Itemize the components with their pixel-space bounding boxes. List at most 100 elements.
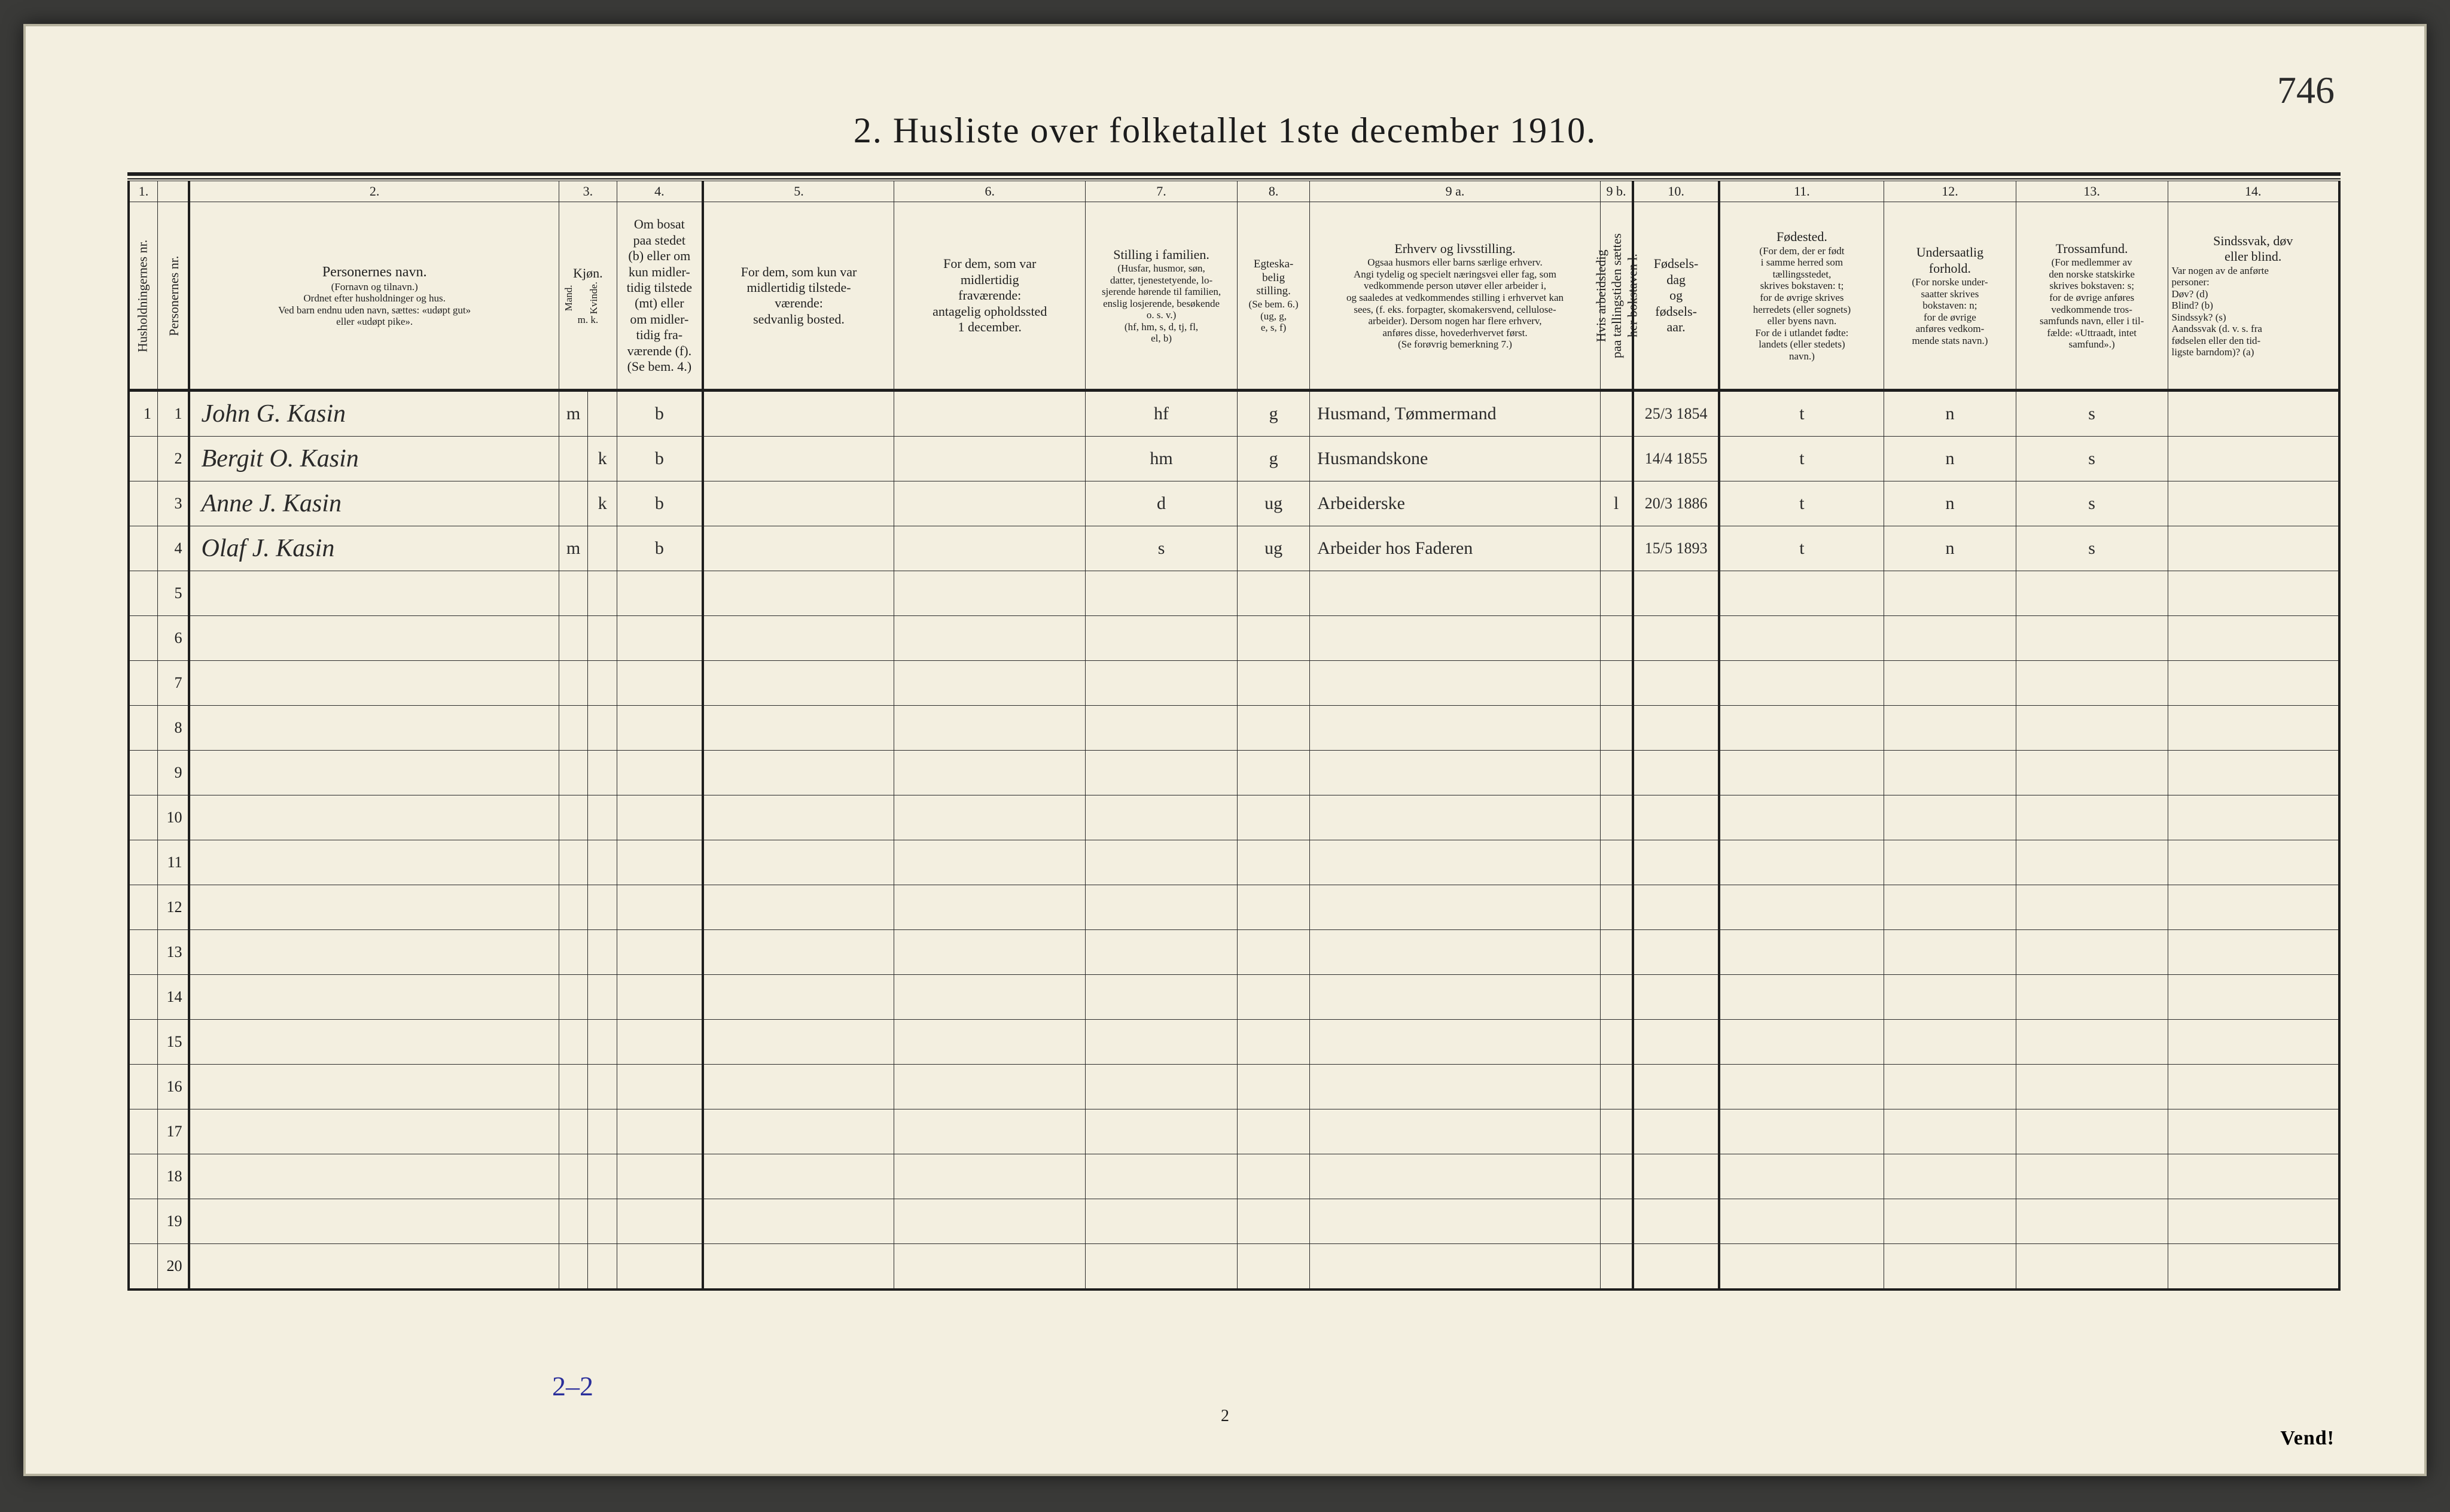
cell: n [1884,437,2016,481]
cell [1086,1109,1238,1154]
cell [894,391,1086,437]
cell [1600,706,1633,751]
cell: m [559,391,588,437]
cell [2168,1109,2339,1154]
cell [617,1154,702,1199]
colnum: 9 b. [1600,181,1633,202]
hdr-erhverv: Erhverv og livsstilling. Ogsaa husmors e… [1310,202,1600,389]
cell [1600,526,1633,571]
cell [2016,751,2168,795]
cell: 20 [158,1244,190,1290]
cell [1633,885,1718,930]
cell [1237,840,1309,885]
cell [1884,930,2016,975]
cell [703,840,894,885]
vend-label: Vend! [2280,1427,2335,1450]
cell [1719,1244,1884,1290]
cell [559,1109,588,1154]
colnum: 12. [1884,181,2016,202]
cell [703,885,894,930]
hdr-husholdning: Husholdningernes nr. [129,202,158,389]
cell [1633,1199,1718,1244]
cell [588,751,617,795]
cell [189,616,559,661]
cell: 2 [158,437,190,481]
cell [703,795,894,840]
cell [1310,661,1600,706]
colnum: 1. [129,181,158,202]
cell: b [617,437,702,481]
cell: n [1884,481,2016,526]
cell [617,661,702,706]
cell [1237,751,1309,795]
cell [703,706,894,751]
cell [1884,616,2016,661]
hdr-kjon-title: Kjøn. [563,266,613,281]
cell [1633,1244,1718,1290]
cell [1633,795,1718,840]
cell: 8 [158,706,190,751]
cell [1633,975,1718,1020]
cell [2168,930,2339,975]
hdr-egt-sub: (Se bem. 6.) (ug, g, e, s, f) [1241,298,1306,334]
cell: s [2016,437,2168,481]
hdr-fodested-sub: (For dem, der er født i samme herred som… [1724,245,1880,362]
cell [1237,1065,1309,1109]
cell [1600,616,1633,661]
cell [1719,1065,1884,1109]
cell [1600,1154,1633,1199]
hdr-bosat: Om bosat paa stedet (b) eller om kun mid… [617,202,702,389]
table-row: 7 [129,661,2339,706]
table-row: 2Bergit O. KasinkbhmgHusmandskone14/4 18… [129,437,2339,481]
cell [1237,571,1309,616]
cell [1719,840,1884,885]
cell: Bergit O. Kasin [189,437,559,481]
cell [588,391,617,437]
cell [2168,975,2339,1020]
hdr-kvinde: Kvinde. [588,282,613,314]
cell [1719,661,1884,706]
cell [703,481,894,526]
cell: 12 [158,885,190,930]
cell [1884,885,2016,930]
cell [129,1020,158,1065]
cell [559,795,588,840]
cell [894,930,1086,975]
cell [703,437,894,481]
colnum: 14. [2168,181,2339,202]
cell: b [617,526,702,571]
cell [1600,391,1633,437]
cell: m [559,526,588,571]
cell [189,930,559,975]
cell [129,1199,158,1244]
colnum: 2. [189,181,559,202]
cell [1719,571,1884,616]
table-row: 8 [129,706,2339,751]
cell [588,885,617,930]
cell [1884,1244,2016,1290]
cell [1600,975,1633,1020]
cell [1086,930,1238,975]
cell [2168,1154,2339,1199]
cell [559,975,588,1020]
cell [1086,1020,1238,1065]
cell [617,751,702,795]
cell [1633,1020,1718,1065]
cell [559,930,588,975]
cell: 4 [158,526,190,571]
cell [129,1109,158,1154]
hdr-sind-title: Sindssvak, døv eller blind. [2172,233,2335,265]
hdr-egteskab: Egteska- belig stilling. (Se bem. 6.) (u… [1237,202,1309,389]
cell [2168,481,2339,526]
cell [588,526,617,571]
cell [1086,616,1238,661]
hdr-egt-title: Egteska- belig stilling. [1241,258,1306,298]
colnum: 13. [2016,181,2168,202]
cell [1237,885,1309,930]
cell [1719,616,1884,661]
cell [2016,1109,2168,1154]
cell: t [1719,391,1884,437]
cell [1633,571,1718,616]
cell [1884,1154,2016,1199]
cell: k [588,481,617,526]
